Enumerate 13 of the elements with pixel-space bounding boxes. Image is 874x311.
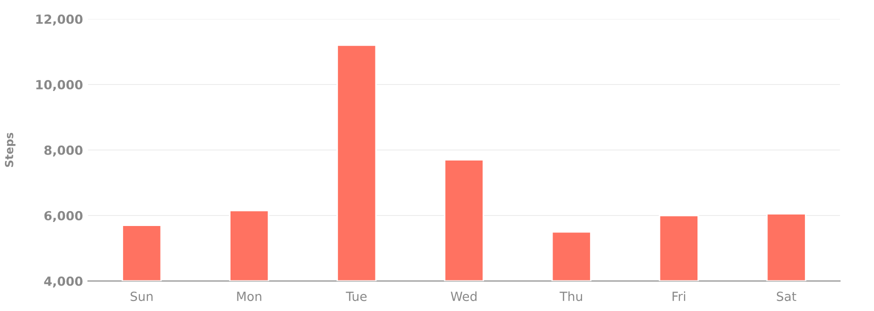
y-tick-label: 6,000 (44, 210, 83, 222)
y-tick-label: 8,000 (44, 145, 83, 157)
x-tick-label: Fri (672, 291, 686, 301)
x-tick-label: Wed (450, 291, 476, 302)
x-tick-label: Thu (560, 291, 582, 302)
y-tick-label: 10,000 (36, 80, 83, 92)
x-tick-label: Mon (237, 292, 262, 302)
y-tick-label: 4,000 (44, 276, 83, 288)
x-tick-label: Tue (346, 292, 367, 302)
x-tick-label: Sat (776, 292, 796, 302)
y-axis-title: Steps (4, 132, 16, 167)
y-tick-label: 12,000 (36, 14, 83, 26)
x-tick-label: Sun (130, 292, 153, 302)
